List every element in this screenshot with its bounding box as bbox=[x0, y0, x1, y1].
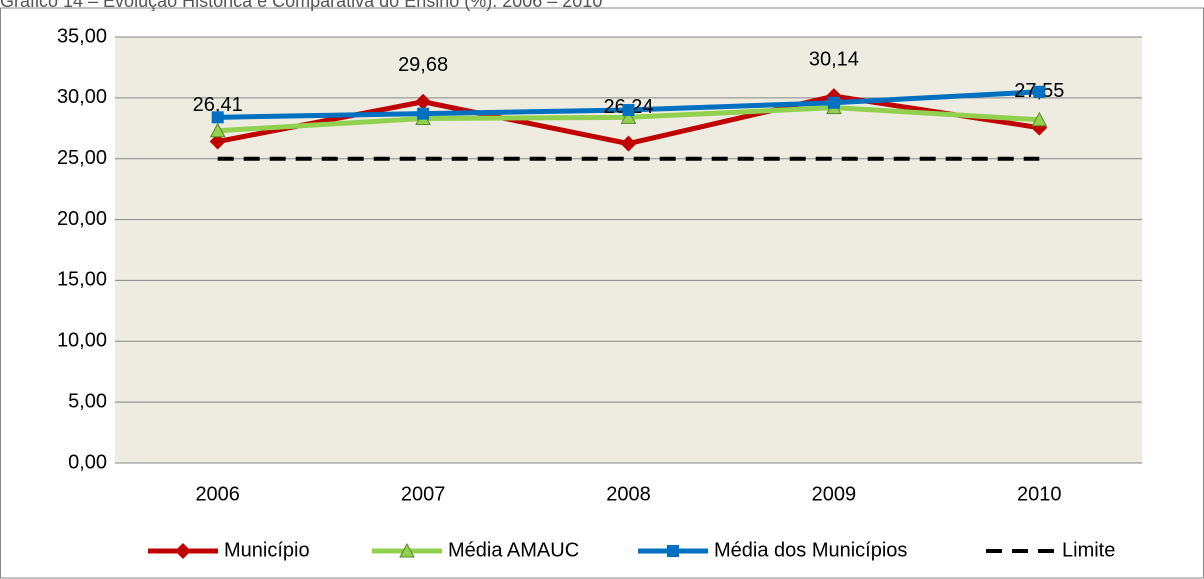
marker bbox=[209, 133, 226, 150]
chart-title: Gráfico 14 – Evolução Histórica e Compar… bbox=[0, 0, 602, 11]
data-label: 29,68 bbox=[398, 54, 448, 76]
y-tick-label: 30,00 bbox=[57, 86, 107, 108]
y-tick-label: 15,00 bbox=[57, 269, 107, 291]
marker bbox=[1031, 111, 1048, 127]
legend-marker bbox=[175, 543, 191, 559]
x-tick-label: 2008 bbox=[606, 483, 651, 505]
y-tick-label: 35,00 bbox=[57, 25, 107, 47]
y-tick-label: 25,00 bbox=[57, 147, 107, 169]
marker bbox=[620, 109, 637, 124]
data-label: 30,14 bbox=[809, 48, 859, 70]
legend-label: Média AMAUC bbox=[448, 539, 579, 561]
y-tick-label: 0,00 bbox=[68, 451, 107, 473]
legend-label: Média dos Municípios bbox=[714, 539, 907, 561]
legend-marker bbox=[399, 542, 415, 558]
y-tick-label: 20,00 bbox=[57, 208, 107, 230]
x-tick-label: 2009 bbox=[812, 483, 857, 505]
x-tick-label: 2006 bbox=[195, 483, 240, 505]
marker bbox=[622, 104, 635, 117]
x-tick-label: 2010 bbox=[1017, 483, 1062, 505]
data-label: 26,41 bbox=[193, 94, 243, 116]
y-tick-label: 5,00 bbox=[68, 390, 107, 412]
legend-label: Limite bbox=[1062, 539, 1115, 561]
x-tick-label: 2007 bbox=[401, 483, 446, 505]
marker bbox=[417, 107, 430, 120]
marker bbox=[415, 93, 432, 110]
y-tick-label: 10,00 bbox=[57, 330, 107, 352]
marker bbox=[827, 96, 840, 109]
marker bbox=[209, 122, 226, 138]
legend-marker bbox=[667, 545, 679, 557]
marker bbox=[211, 111, 224, 124]
legend-label: Município bbox=[224, 539, 310, 561]
marker bbox=[1033, 85, 1046, 98]
marker bbox=[620, 135, 637, 152]
